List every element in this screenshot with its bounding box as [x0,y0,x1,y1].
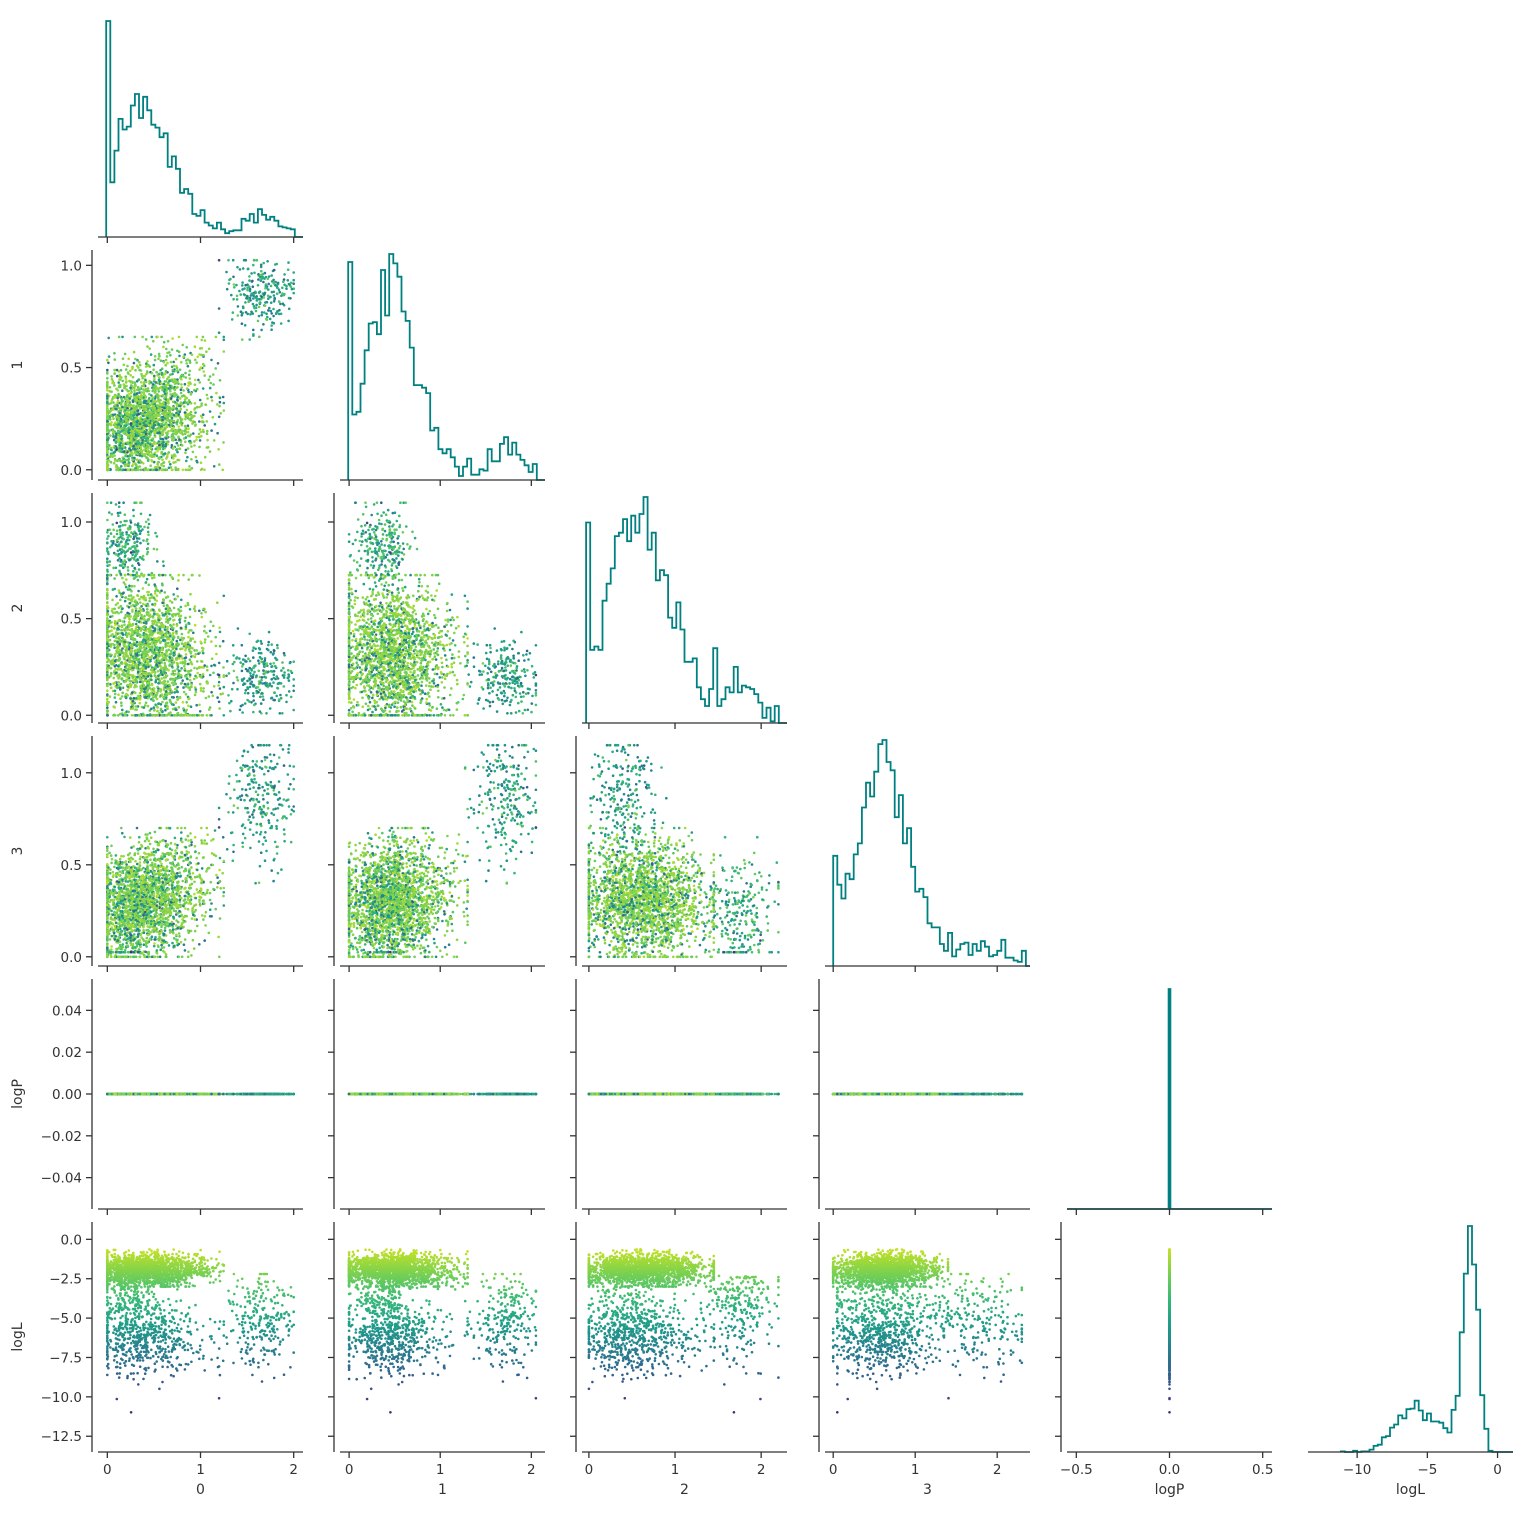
scatter-point [196,336,199,339]
scatter-point [126,365,129,368]
scatter-point [246,289,249,292]
scatter-point [280,322,283,325]
scatter-1-vs-0 [106,259,295,471]
scatter-point [232,298,235,301]
scatter-point [117,381,120,384]
scatter-point [246,283,249,286]
scatter-point [237,305,240,308]
scatter-point [134,336,137,339]
scatter-point [123,396,126,399]
scatter-point [149,464,152,467]
scatter-point [252,264,255,267]
panel-0-vs-0 [98,21,303,243]
scatter-point [223,402,226,405]
scatter-point [188,374,191,377]
scatter-point [287,268,290,271]
scatter-point [238,290,241,293]
scatter-point [215,336,218,339]
scatter-point [226,288,229,291]
scatter-point [285,287,288,290]
scatter-point [242,267,245,270]
scatter-point [183,405,186,408]
scatter-point [161,394,164,397]
histogram-0 [106,21,303,237]
scatter-point [124,375,127,378]
scatter-point [169,463,172,466]
scatter-point [255,304,258,307]
scatter-point [260,329,263,332]
scatter-point [146,345,149,348]
scatter-point [171,444,174,447]
scatter-point [184,418,187,421]
scatter-point [133,389,136,392]
scatter-point [273,294,276,297]
scatter-point [154,435,157,438]
scatter-point [253,272,256,275]
scatter-point [199,399,202,402]
scatter-point [177,425,180,428]
scatter-point [203,469,206,472]
scatter-point [118,336,121,339]
corner-plot: 0.00.51.010.00.51.020.00.51.03−0.04−0.02… [0,0,1530,1513]
scatter-point [204,339,207,342]
scatter-point [137,366,140,369]
scatter-point [202,370,205,373]
scatter-point [195,456,198,459]
scatter-point [199,439,202,442]
scatter-point [121,389,124,392]
scatter-point [263,311,266,314]
scatter-point [248,279,251,282]
scatter-point [219,401,222,404]
scatter-point [287,320,290,323]
scatter-point [230,294,233,297]
scatter-point [283,273,286,276]
scatter-point [281,287,284,290]
panel-1-vs-0: 0.00.51.01 [10,250,303,486]
scatter-point [202,387,205,390]
scatter-point [209,450,212,453]
scatter-point [270,328,273,331]
scatter-point [232,259,235,262]
scatter-point [154,466,157,469]
scatter-point [179,368,182,371]
scatter-point [261,314,264,317]
scatter-point [134,369,137,372]
scatter-point [250,311,253,314]
scatter-point [250,272,253,275]
scatter-point [178,336,181,339]
scatter-point [292,271,295,274]
scatter-point [133,351,136,354]
scatter-point [202,363,205,366]
scatter-point [192,451,195,454]
scatter-point [171,337,174,340]
scatter-point [233,283,236,286]
scatter-point [129,374,132,377]
scatter-point [232,311,235,314]
scatter-point [218,331,221,334]
scatter-point [176,451,179,454]
scatter-point [175,449,178,452]
scatter-point [106,377,109,380]
scatter-point [252,303,255,306]
scatter-point [187,365,190,368]
scatter-point [223,409,226,412]
scatter-point [239,268,242,271]
scatter-point [190,458,193,461]
scatter-point [110,375,113,378]
scatter-point [260,270,263,273]
scatter-point [114,458,117,461]
scatter-point [219,412,222,415]
scatter-point [157,358,160,361]
scatter-point [206,394,209,397]
scatter-point [180,408,183,411]
scatter-point [113,352,116,355]
scatter-point [241,284,244,287]
scatter-point [258,336,261,339]
scatter-point [252,329,255,332]
scatter-point [160,336,163,339]
scatter-point [185,460,188,463]
